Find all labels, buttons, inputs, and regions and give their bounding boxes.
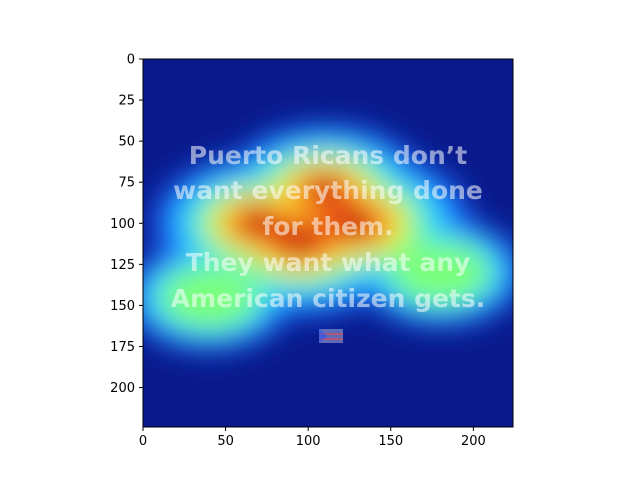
flag-icon: [319, 329, 343, 343]
image-text-line-4: They want what any: [186, 248, 471, 277]
x-tick-label-0: 0: [139, 434, 147, 449]
image-text-line-2: want everything done: [173, 176, 483, 205]
y-tick-label-2: 50: [118, 135, 135, 150]
heatmap-blob-6-2: [245, 215, 272, 232]
heatmap-intensity-layers: [143, 124, 513, 351]
plot-frame: [142, 58, 514, 428]
x-tick-label-4: 200: [461, 434, 486, 449]
x-axis: 0 50 100 150 200: [139, 427, 486, 449]
y-tick-label-6: 150: [110, 299, 135, 314]
y-tick-label-4: 100: [110, 217, 135, 232]
image-overlay-text: Puerto Ricans don’t want everything done f…: [171, 141, 486, 313]
x-tick-label-3: 150: [378, 434, 403, 449]
image-text-line-5: American citizen gets.: [171, 284, 486, 313]
heatmap-blob-2-4: [158, 264, 260, 330]
y-tick-label-7: 175: [110, 340, 135, 355]
image-text-line-3: for them.: [262, 212, 393, 241]
heatmap-blob-6-0: [285, 230, 315, 249]
image-text-line-1: Puerto Ricans don’t: [189, 141, 467, 170]
y-axis: 0 25 50 75 100 125 150 175 200: [110, 53, 143, 396]
y-tick-label-1: 25: [118, 94, 135, 109]
y-tick-label-0: 0: [127, 53, 135, 68]
x-tick-label-2: 100: [296, 434, 321, 449]
heatmap-blob-6-3: [312, 182, 338, 199]
x-tick-label-1: 50: [217, 434, 234, 449]
y-tick-label-8: 200: [110, 381, 135, 396]
heatmap-blob-6-1: [340, 214, 369, 233]
heatmap-plot-area: Puerto Ricans don’t want everything done f…: [142, 58, 514, 428]
y-tick-label-5: 125: [110, 258, 135, 273]
heatmap-blob-2-5: [389, 240, 491, 305]
y-tick-label-3: 75: [118, 176, 135, 191]
